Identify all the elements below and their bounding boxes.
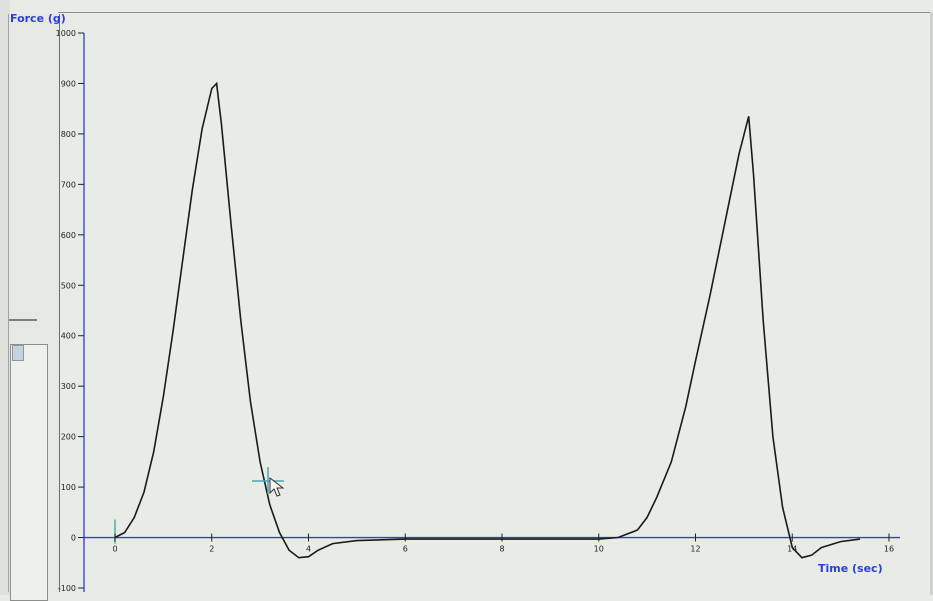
x-tick-label: 10 — [594, 545, 604, 554]
chart-axes — [83, 33, 900, 592]
series-line — [114, 81, 861, 559]
x-tick-label: 2 — [209, 545, 214, 554]
left-side-panel — [8, 14, 60, 601]
plot-top-border — [58, 12, 933, 13]
y-tick-label: 600 — [61, 231, 76, 240]
y-axis-title: Force (g) — [10, 12, 66, 25]
x-tick-label: 6 — [403, 545, 408, 554]
y-tick-label: -100 — [58, 584, 76, 593]
y-tick-label: 200 — [61, 433, 76, 442]
x-tick-label: 14 — [787, 545, 797, 554]
y-tick-label: 400 — [61, 332, 76, 341]
x-tick-label: 12 — [690, 545, 700, 554]
y-tick-label: 1000 — [56, 29, 76, 38]
y-tick-label: 500 — [61, 281, 76, 290]
y-tick-label: 100 — [61, 483, 76, 492]
y-tick-label: 900 — [61, 79, 76, 88]
x-tick-label: 0 — [112, 545, 117, 554]
crosshair-cursor-icon — [252, 467, 285, 497]
x-tick-label: 16 — [884, 545, 894, 554]
window-frame-left — [0, 0, 10, 595]
y-tick-label: 800 — [61, 130, 76, 139]
y-tick-label: 300 — [61, 382, 76, 391]
x-tick-label: 4 — [306, 545, 311, 554]
x-axis-title: Time (sec) — [818, 562, 883, 575]
side-listbox[interactable] — [10, 344, 48, 601]
window-frame-right — [930, 12, 933, 595]
y-ticks: -100 0 100 200 300 400 500 600 700 800 900 1000 — [56, 29, 84, 593]
y-tick-label: 0 — [71, 534, 76, 543]
y-tick-label: 700 — [61, 180, 76, 189]
panel-divider — [9, 319, 37, 321]
x-tick-label: 8 — [499, 545, 504, 554]
x-ticks: 0 2 4 6 8 10 12 14 16 — [112, 533, 894, 554]
listbox-scroll-thumb[interactable] — [12, 345, 24, 361]
